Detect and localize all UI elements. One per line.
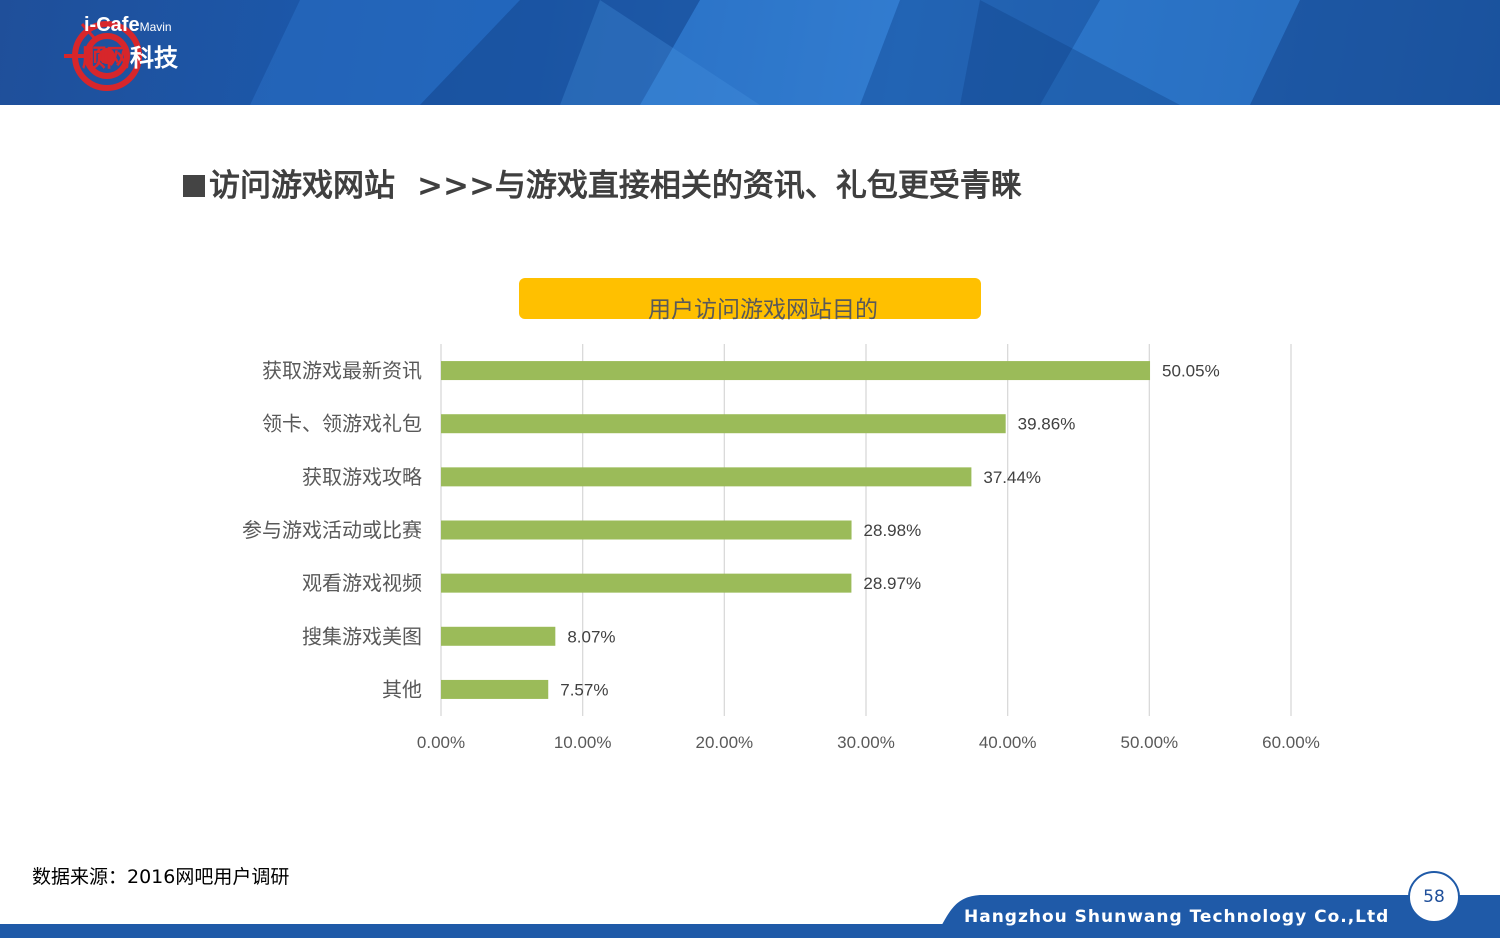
category-label: 观看游戏视频 xyxy=(302,571,422,595)
value-label: 28.97% xyxy=(863,574,921,593)
value-label: 28.98% xyxy=(864,521,922,540)
header-banner: i-CafeMavin 顺网科技 xyxy=(0,0,1500,105)
value-label: 50.05% xyxy=(1162,362,1220,381)
bar xyxy=(441,520,852,540)
slide-title: 访问游戏网站 >>>与游戏直接相关的资讯、礼包更受青睐 xyxy=(183,160,1022,205)
footer-band xyxy=(0,895,1500,938)
x-tick-label: 10.00% xyxy=(554,733,612,752)
x-tick-label: 30.00% xyxy=(837,733,895,752)
x-tick-label: 50.00% xyxy=(1120,733,1178,752)
slide-title-sub: >>>与游戏直接相关的资讯、礼包更受青睐 xyxy=(417,168,1022,204)
logo-english-main: i-Cafe xyxy=(84,14,140,36)
bar xyxy=(441,679,549,699)
chart-title-background xyxy=(519,278,981,319)
category-label: 搜集游戏美图 xyxy=(302,624,422,648)
company-logo xyxy=(62,16,292,92)
category-label: 其他 xyxy=(382,677,422,701)
x-tick-label: 20.00% xyxy=(695,733,753,752)
data-source: 数据来源：2016网吧用户调研 xyxy=(32,866,290,888)
header-pattern xyxy=(250,0,1500,105)
bar xyxy=(441,573,852,593)
logo-chinese: 顺网科技 xyxy=(82,38,178,73)
bar xyxy=(441,626,556,646)
bar xyxy=(441,361,1151,381)
logo-chinese-white: 科技 xyxy=(130,43,178,72)
value-label: 39.86% xyxy=(1018,415,1076,434)
category-label: 获取游戏最新资讯 xyxy=(262,359,422,383)
value-label: 8.07% xyxy=(567,627,615,646)
logo-english-sub: Mavin xyxy=(139,20,172,34)
logo-chinese-red: 顺网 xyxy=(82,43,130,72)
logo-english: i-CafeMavin xyxy=(84,14,172,37)
category-label: 参与游戏活动或比赛 xyxy=(242,518,422,542)
target-logo-icon xyxy=(64,21,142,91)
page-number-badge: 58 xyxy=(1408,871,1460,923)
x-tick-label: 0.00% xyxy=(417,733,465,752)
company-name: Hangzhou Shunwang Technology Co.,Ltd xyxy=(964,907,1390,927)
x-tick-label: 60.00% xyxy=(1262,733,1320,752)
category-label: 领卡、领游戏礼包 xyxy=(262,412,422,436)
title-bullet-icon xyxy=(183,175,205,197)
value-label: 7.57% xyxy=(560,680,608,699)
page-number: 58 xyxy=(1423,887,1445,907)
bar-chart: 0.00% 10.00% 20.00% 30.00% 40.00% 50.00% 60.00… xyxy=(242,344,1320,752)
value-label: 37.44% xyxy=(983,468,1041,487)
category-label: 获取游戏攻略 xyxy=(302,465,422,489)
slide-title-main: 访问游戏网站 xyxy=(209,168,395,204)
bar xyxy=(441,467,972,487)
bar xyxy=(441,414,1006,434)
x-tick-label: 40.00% xyxy=(979,733,1037,752)
chart-title: 用户访问游戏网站目的 xyxy=(648,297,878,323)
